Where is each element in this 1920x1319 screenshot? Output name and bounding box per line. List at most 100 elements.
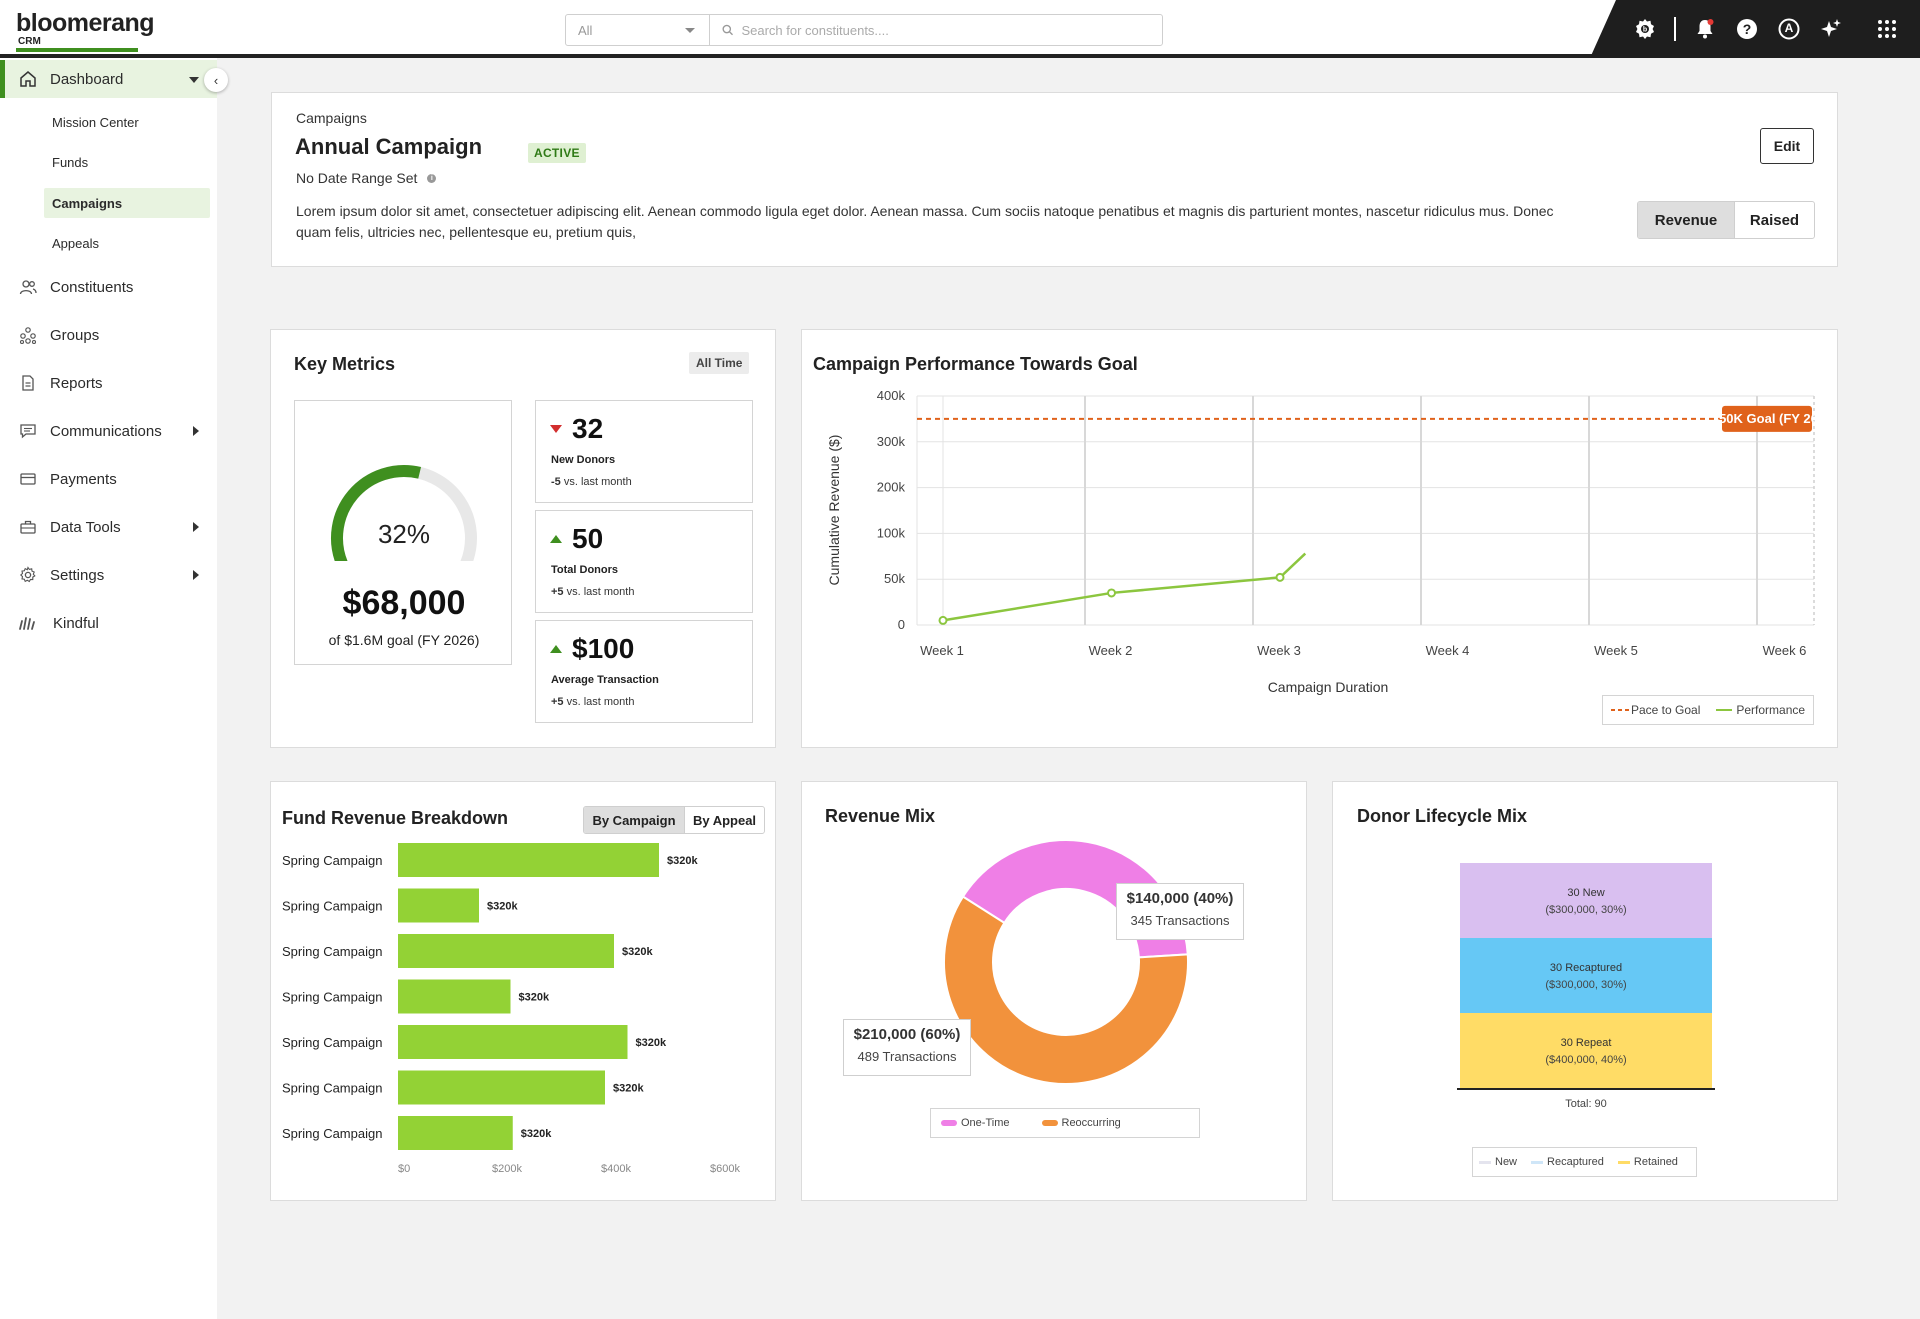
stack-baseline xyxy=(1457,1088,1715,1090)
toggle-by-appeal[interactable]: By Appeal xyxy=(684,807,764,833)
y-tick-label: 400k xyxy=(877,388,906,403)
metric-value: $100 xyxy=(550,633,634,665)
info-icon[interactable]: i xyxy=(427,173,437,183)
sparkle-icon[interactable] xyxy=(1818,16,1844,42)
legend-label: One-Time xyxy=(961,1117,1010,1129)
legend-swatch xyxy=(1617,1160,1630,1164)
sidebar-item-dashboard[interactable]: Dashboard xyxy=(0,60,217,98)
range-badge[interactable]: All Time xyxy=(689,352,750,374)
sidebar-item-constituents[interactable]: Constituents xyxy=(0,267,217,307)
help-icon[interactable]: ? xyxy=(1734,16,1760,42)
fund-revenue-chart: Spring Campaign $320k Spring Campaign $320k… xyxy=(282,843,740,1175)
bloomerang-logo[interactable]: bloomerang CRM xyxy=(16,9,155,52)
kindful-icon xyxy=(18,613,38,633)
legend-item-retained: Retained xyxy=(1617,1156,1678,1168)
lifecycle-stack: 30 New ($300,000, 30%) 30 Recaptured ($3… xyxy=(1457,863,1715,1110)
legend-item-reoccurring: Reoccurring xyxy=(1041,1117,1121,1129)
tooltip-amount: $140,000 (40%) xyxy=(1126,890,1234,907)
logo-wordmark: bloomerang xyxy=(16,9,155,37)
metric-average-transaction: $100 Average Transaction +5 vs. last mon… xyxy=(535,620,753,723)
legend-swatch xyxy=(941,1120,957,1126)
legend-item-recaptured: Recaptured xyxy=(1531,1156,1604,1168)
sidebar-item-groups[interactable]: Groups xyxy=(0,315,217,355)
sidebar-item-data-tools[interactable]: Data Tools xyxy=(0,507,217,547)
bar-category-label: Spring Campaign xyxy=(282,990,382,1005)
data-point xyxy=(1275,572,1285,582)
segment-detail: ($400,000, 40%) xyxy=(1545,1054,1627,1066)
sidebar-item-communications[interactable]: Communications xyxy=(0,411,217,451)
sidebar-item-reports[interactable]: Reports xyxy=(0,363,217,403)
chevron-right-icon[interactable] xyxy=(193,426,199,436)
gear-icon[interactable]: b xyxy=(1632,16,1658,42)
search-scope-select[interactable]: All xyxy=(566,15,710,45)
bar-value-label: $320k xyxy=(636,1037,667,1049)
search-input[interactable] xyxy=(741,22,1162,38)
key-metrics-card: Key Metrics All Time 32% $68,000 of $1.6… xyxy=(270,329,776,748)
legend-swatch xyxy=(1479,1160,1491,1164)
bar xyxy=(398,1116,513,1150)
sidebar-item-payments[interactable]: Payments xyxy=(0,459,217,499)
legend-swatch xyxy=(1041,1120,1058,1126)
chevron-right-icon[interactable] xyxy=(193,522,199,532)
page-title: Annual Campaign xyxy=(295,134,483,159)
segment-detail: ($300,000, 30%) xyxy=(1545,904,1627,916)
bar-value-label: $320k xyxy=(622,946,653,958)
campaign-description: Lorem ipsum dolor sit amet, consectetuer… xyxy=(296,203,1554,240)
sidebar-subitem-appeals[interactable]: Appeals xyxy=(52,235,99,251)
segment-recaptured: 30 Recaptured ($300,000, 30%) xyxy=(1460,938,1712,1013)
bar-category-label: Spring Campaign xyxy=(282,853,382,868)
search-scope-value: All xyxy=(578,22,593,38)
toggle-revenue[interactable]: Revenue xyxy=(1638,202,1734,238)
sidebar-item-label: Groups xyxy=(50,326,100,344)
sidebar-subitem-funds[interactable]: Funds xyxy=(52,154,89,170)
x-tick-label: Week 5 xyxy=(1594,643,1638,658)
sidebar-item-settings[interactable]: Settings xyxy=(0,555,217,595)
y-axis-label: Cumulative Revenue ($) xyxy=(826,435,842,586)
bar-category-label: Spring Campaign xyxy=(282,1126,382,1141)
fund-revenue-card: Fund Revenue Breakdown By Campaign By Ap… xyxy=(270,781,776,1201)
search-field xyxy=(710,15,1162,45)
sidebar-subitem-campaigns[interactable]: Campaigns xyxy=(44,188,210,218)
sidebar: Dashboard Mission Center Funds Campaigns… xyxy=(0,58,217,1319)
metric-delta-suffix: vs. last month xyxy=(560,476,632,488)
performance-card: Campaign Performance Towards Goal 0 50k 10… xyxy=(801,329,1838,748)
bar-category-label: Spring Campaign xyxy=(282,944,382,959)
avatar-icon[interactable]: A xyxy=(1776,16,1802,42)
bar-category-label: Spring Campaign xyxy=(282,1035,382,1050)
x-axis-label: Campaign Duration xyxy=(1268,679,1389,695)
toggle-by-campaign[interactable]: By Campaign xyxy=(584,807,684,833)
goal-text: of $1.6M goal (FY 2026) xyxy=(328,632,480,648)
sidebar-subitem-mission-center[interactable]: Mission Center xyxy=(52,114,139,130)
x-tick-label: Week 6 xyxy=(1763,643,1807,658)
toggle-raised[interactable]: Raised xyxy=(1734,202,1814,238)
segment-label: 30 Recaptured xyxy=(1549,962,1623,974)
x-tick-label: $400k xyxy=(601,1163,631,1175)
metric-label: New Donors xyxy=(551,454,616,466)
global-search: All xyxy=(565,14,1163,46)
avatar-letter: A xyxy=(1784,21,1794,35)
key-metrics-title: Key Metrics xyxy=(294,354,396,374)
collapse-sidebar-button[interactable]: ‹ xyxy=(204,68,228,92)
data-point xyxy=(1107,588,1116,598)
dashed-line-icon xyxy=(1611,709,1629,711)
fund-view-toggle: By Campaign By Appeal xyxy=(583,806,765,834)
edit-button[interactable]: Edit xyxy=(1760,128,1814,164)
metric-delta-suffix: vs. last month xyxy=(563,696,635,708)
progress-gauge xyxy=(331,465,477,561)
chevron-down-icon[interactable] xyxy=(189,77,199,83)
x-tick-label: Week 4 xyxy=(1426,643,1470,658)
bar-category-label: Spring Campaign xyxy=(282,899,382,914)
metric-value: 50 xyxy=(550,523,603,555)
groups-icon xyxy=(18,325,38,345)
x-tick-label: $600k xyxy=(710,1163,740,1175)
breadcrumb[interactable]: Campaigns xyxy=(296,110,367,126)
home-icon xyxy=(18,69,38,89)
metric-value-text: 32 xyxy=(572,413,604,444)
bell-icon[interactable] xyxy=(1692,16,1718,42)
x-tick-label: $200k xyxy=(492,1163,522,1175)
gauge-panel: 32% $68,000 of $1.6M goal (FY 2026) xyxy=(294,400,512,665)
sidebar-item-kindful[interactable]: Kindful xyxy=(0,603,217,643)
bar-value-label: $320k xyxy=(613,1083,644,1095)
chevron-right-icon[interactable] xyxy=(193,570,199,580)
apps-grid-icon[interactable] xyxy=(1874,16,1900,42)
